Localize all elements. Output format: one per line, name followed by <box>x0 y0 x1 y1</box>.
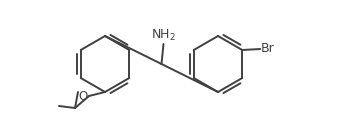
Text: Br: Br <box>261 42 275 55</box>
Text: NH$_2$: NH$_2$ <box>151 28 176 43</box>
Text: O: O <box>79 89 88 103</box>
